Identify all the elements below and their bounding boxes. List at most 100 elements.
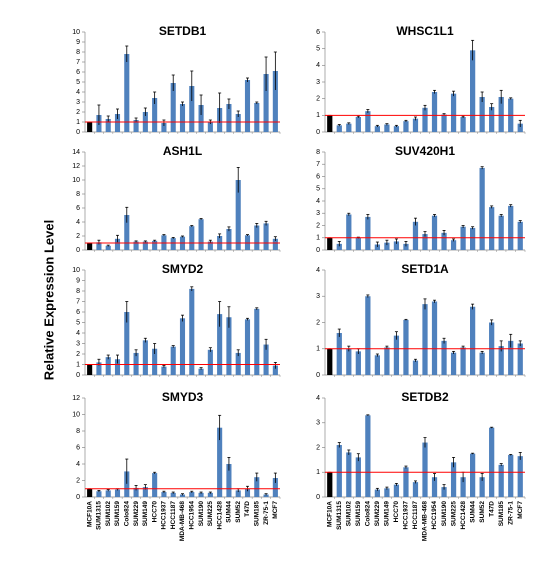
x-tick-label: SUM102 [105,501,112,527]
bar [170,238,176,250]
bar [450,240,457,250]
y-tick-label: 0 [76,372,80,379]
bar [179,494,186,497]
x-tick-label: HCC1187 [170,501,177,530]
x-tick-label: MCF10A [326,501,333,527]
y-tick-label: 6 [76,205,80,212]
bar [412,482,419,497]
bar [450,462,457,497]
y-tick-label: 6 [316,29,320,36]
chart-title: SETD1A [401,262,449,276]
x-tick-label: SUM190 [441,501,448,527]
x-tick-label: HCC1937 [403,501,410,530]
bar [393,126,400,132]
x-tick-label: SUM102 [346,501,353,527]
bar [393,241,400,250]
bar [450,352,457,375]
bar [207,349,213,375]
y-tick-label: 5 [76,79,80,86]
bar [327,237,333,250]
bar [403,121,409,132]
x-tick-label: SUM190 [198,501,205,527]
bar [508,454,514,497]
y-tick-label: 2 [316,222,320,229]
bar [327,472,333,497]
bar [272,365,278,375]
bar [517,456,523,497]
x-tick-label: HCC1428 [216,501,223,530]
bar [374,244,380,250]
bar [105,490,111,497]
bar [152,348,158,375]
bar [441,114,447,132]
bar [460,477,466,497]
bar [374,355,380,375]
y-tick-label: 12 [72,395,80,402]
bar [114,489,121,497]
bar [422,107,428,132]
bar [365,216,371,250]
bar [124,215,130,250]
y-tick-label: 8 [76,49,80,56]
bar [327,348,333,375]
y-tick-label: 12 [72,163,80,170]
bar [355,457,361,497]
bar [254,225,260,250]
y-tick-label: 3 [316,79,320,86]
bar [346,123,352,132]
bar [365,296,371,375]
bar [244,488,251,497]
bar [431,477,438,497]
bar [384,347,390,375]
bar [96,491,102,497]
bar [460,226,466,250]
bar [460,117,466,132]
bar [170,492,176,497]
bar [263,344,269,375]
bar [412,221,419,250]
y-tick-label: 6 [316,173,320,180]
bar [226,104,232,132]
y-tick-label: 0 [76,129,80,136]
y-tick-label: 3 [76,99,80,106]
y-tick-label: 8 [76,191,80,198]
bar [336,333,342,375]
y-tick-label: 3 [316,420,320,427]
bar [235,180,241,250]
x-tick-label: HCC1187 [412,501,419,530]
bar [355,237,361,250]
x-tick-label: SUM1315 [96,501,103,530]
x-tick-label: SUM229 [374,501,381,527]
bar [327,115,333,132]
bar [517,221,523,250]
bar [170,346,176,375]
x-tick-label: SUM225 [207,501,214,527]
bar [198,219,204,250]
y-tick-label: 1 [316,235,320,242]
y-tick-label: 2 [316,96,320,103]
bar [403,243,409,250]
bar [96,362,102,375]
y-tick-label: 2 [76,109,80,116]
bar [152,473,158,497]
x-tick-label: T47D [488,501,495,517]
bar [105,245,111,250]
y-tick-label: 10 [72,177,80,184]
bar [235,352,241,375]
bar [374,489,380,497]
bar [470,227,476,250]
x-tick-label: HCC1937 [161,501,168,530]
bar [207,492,213,497]
bar [441,232,447,250]
x-tick-label: ZR-75-1 [263,501,270,525]
bar [142,487,148,497]
bar [403,467,409,497]
bar [96,242,102,250]
bar [431,92,438,132]
bar [161,366,167,375]
bar [355,351,361,375]
x-tick-label: SUM149 [142,501,149,527]
bar [244,319,251,375]
bar [217,427,223,497]
y-tick-label: 2 [76,351,80,358]
